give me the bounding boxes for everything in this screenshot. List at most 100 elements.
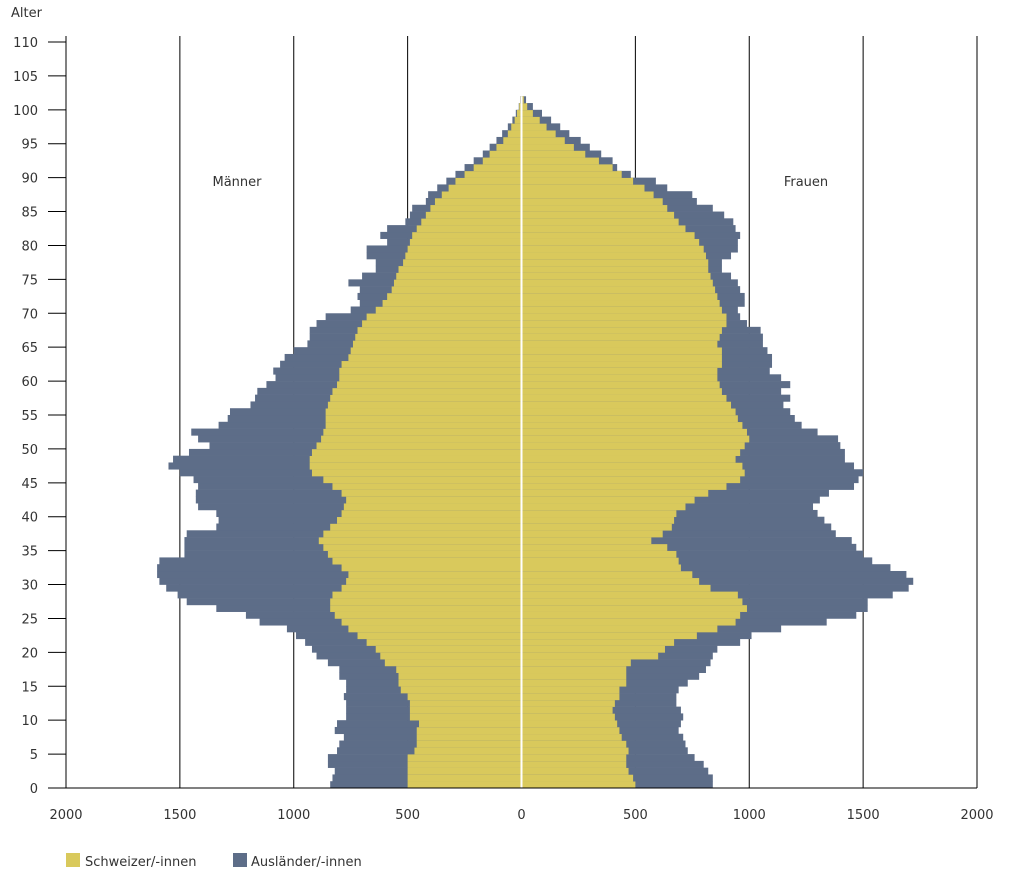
bar-female-swiss bbox=[521, 550, 677, 558]
bar-female-swiss bbox=[521, 292, 718, 301]
bar-female-swiss bbox=[521, 523, 672, 531]
bar-male-swiss bbox=[398, 679, 522, 687]
bar-male-swiss bbox=[325, 421, 522, 429]
bar-male-swiss bbox=[337, 516, 522, 524]
bar-male-swiss bbox=[330, 394, 522, 402]
bar-male-swiss bbox=[407, 245, 522, 253]
y-tick-label: 10 bbox=[21, 714, 38, 729]
bar-female-swiss bbox=[521, 218, 679, 226]
bar-female-swiss bbox=[521, 740, 627, 748]
bar-female-swiss bbox=[521, 177, 634, 185]
bar-female-swiss bbox=[521, 286, 716, 294]
bar-female-swiss bbox=[521, 401, 732, 409]
bar-male-swiss bbox=[350, 347, 522, 355]
bar-male-swiss bbox=[357, 326, 522, 334]
bar-female-foreign bbox=[521, 550, 864, 558]
bar-male-swiss bbox=[341, 584, 522, 592]
bar-female-swiss bbox=[521, 665, 627, 674]
bar-female-swiss bbox=[521, 435, 750, 443]
bar-male-swiss bbox=[434, 197, 522, 206]
bar-female-swiss bbox=[521, 109, 533, 117]
bar-male-foreign bbox=[157, 570, 522, 579]
bar-male-swiss bbox=[407, 774, 522, 782]
bar-female-swiss bbox=[521, 747, 629, 755]
bar-male-swiss bbox=[405, 252, 522, 260]
bar-female-swiss bbox=[521, 693, 620, 701]
bar-male-swiss bbox=[400, 686, 522, 694]
bar-male-swiss bbox=[519, 103, 522, 111]
x-tick-label: 1000 bbox=[733, 808, 766, 823]
bar-female-swiss bbox=[521, 103, 528, 111]
y-tick-label: 15 bbox=[21, 680, 38, 695]
bar-male-swiss bbox=[407, 754, 522, 762]
bar-female-swiss bbox=[521, 245, 704, 253]
bar-male-swiss bbox=[382, 299, 522, 307]
bar-male-swiss bbox=[375, 306, 522, 314]
bar-male-swiss bbox=[409, 713, 522, 721]
bar-male-foreign bbox=[157, 564, 522, 572]
bar-male-swiss bbox=[366, 313, 522, 321]
bar-female-swiss bbox=[521, 591, 738, 599]
bar-female-swiss bbox=[521, 197, 663, 206]
bar-male-swiss bbox=[327, 550, 522, 558]
bar-female-swiss bbox=[521, 543, 668, 551]
y-tick-label: 85 bbox=[21, 206, 38, 221]
y-tick-label: 105 bbox=[13, 70, 38, 85]
bar-male-swiss bbox=[318, 537, 522, 545]
bar-male-swiss bbox=[311, 448, 522, 456]
bar-female-swiss bbox=[521, 686, 620, 694]
bar-female-swiss bbox=[521, 184, 645, 192]
bar-female-foreign bbox=[521, 584, 909, 592]
bar-female-swiss bbox=[521, 347, 722, 355]
bar-female-swiss bbox=[521, 130, 556, 138]
bar-male-swiss bbox=[341, 489, 522, 497]
bar-male-swiss bbox=[332, 557, 522, 565]
bar-female-swiss bbox=[521, 503, 686, 511]
bar-male-swiss bbox=[441, 191, 522, 199]
bar-male-foreign bbox=[159, 577, 522, 585]
y-axis-label: Alter bbox=[11, 6, 43, 21]
legend-label-foreign: Ausländer/-innen bbox=[251, 855, 362, 870]
bar-female-swiss bbox=[521, 618, 736, 626]
y-tick-label: 95 bbox=[21, 138, 38, 153]
y-tick-label: 0 bbox=[30, 782, 38, 797]
bar-male-swiss bbox=[473, 164, 522, 172]
x-tick-label: 1500 bbox=[847, 808, 880, 823]
bar-female-swiss bbox=[521, 720, 618, 728]
bar-male-swiss bbox=[396, 665, 522, 674]
bar-male-swiss bbox=[355, 333, 522, 341]
bar-male-swiss bbox=[323, 543, 522, 551]
bar-male-swiss bbox=[407, 760, 522, 768]
bar-female-swiss bbox=[521, 767, 629, 775]
bar-female-swiss bbox=[521, 143, 574, 151]
bar-female-swiss bbox=[521, 299, 720, 307]
bar-male-swiss bbox=[337, 381, 522, 389]
bar-female-swiss bbox=[521, 679, 627, 687]
bar-female-swiss bbox=[521, 489, 709, 497]
bar-female-swiss bbox=[521, 374, 718, 382]
y-tick-label: 65 bbox=[21, 341, 38, 356]
bar-male-swiss bbox=[503, 136, 522, 145]
bar-male-swiss bbox=[362, 320, 522, 328]
bar-male-swiss bbox=[325, 415, 522, 423]
bar-female-swiss bbox=[521, 462, 743, 470]
bar-male-swiss bbox=[496, 143, 522, 151]
bar-female-swiss bbox=[521, 415, 738, 423]
bar-female-swiss bbox=[521, 706, 613, 714]
bar-male-swiss bbox=[398, 265, 522, 273]
bar-female-swiss bbox=[521, 557, 679, 565]
bar-male-swiss bbox=[416, 225, 522, 233]
bar-male-swiss bbox=[430, 204, 522, 212]
bar-female-swiss bbox=[521, 516, 675, 524]
bar-female-swiss bbox=[521, 733, 622, 741]
bar-female-swiss bbox=[521, 333, 720, 341]
bar-female-swiss bbox=[521, 408, 736, 416]
bar-female-foreign bbox=[521, 523, 832, 531]
x-tick-label: 1500 bbox=[163, 808, 196, 823]
bar-male-swiss bbox=[357, 632, 522, 640]
bar-female-swiss bbox=[521, 713, 615, 721]
axes-group: 2000 1500 1000 500 0 500 1000 1500 2000 0 5 10 15 20 2… bbox=[13, 36, 993, 823]
bar-female-swiss bbox=[521, 638, 675, 646]
bar-male-swiss bbox=[311, 469, 522, 477]
bar-female-swiss bbox=[521, 387, 722, 395]
